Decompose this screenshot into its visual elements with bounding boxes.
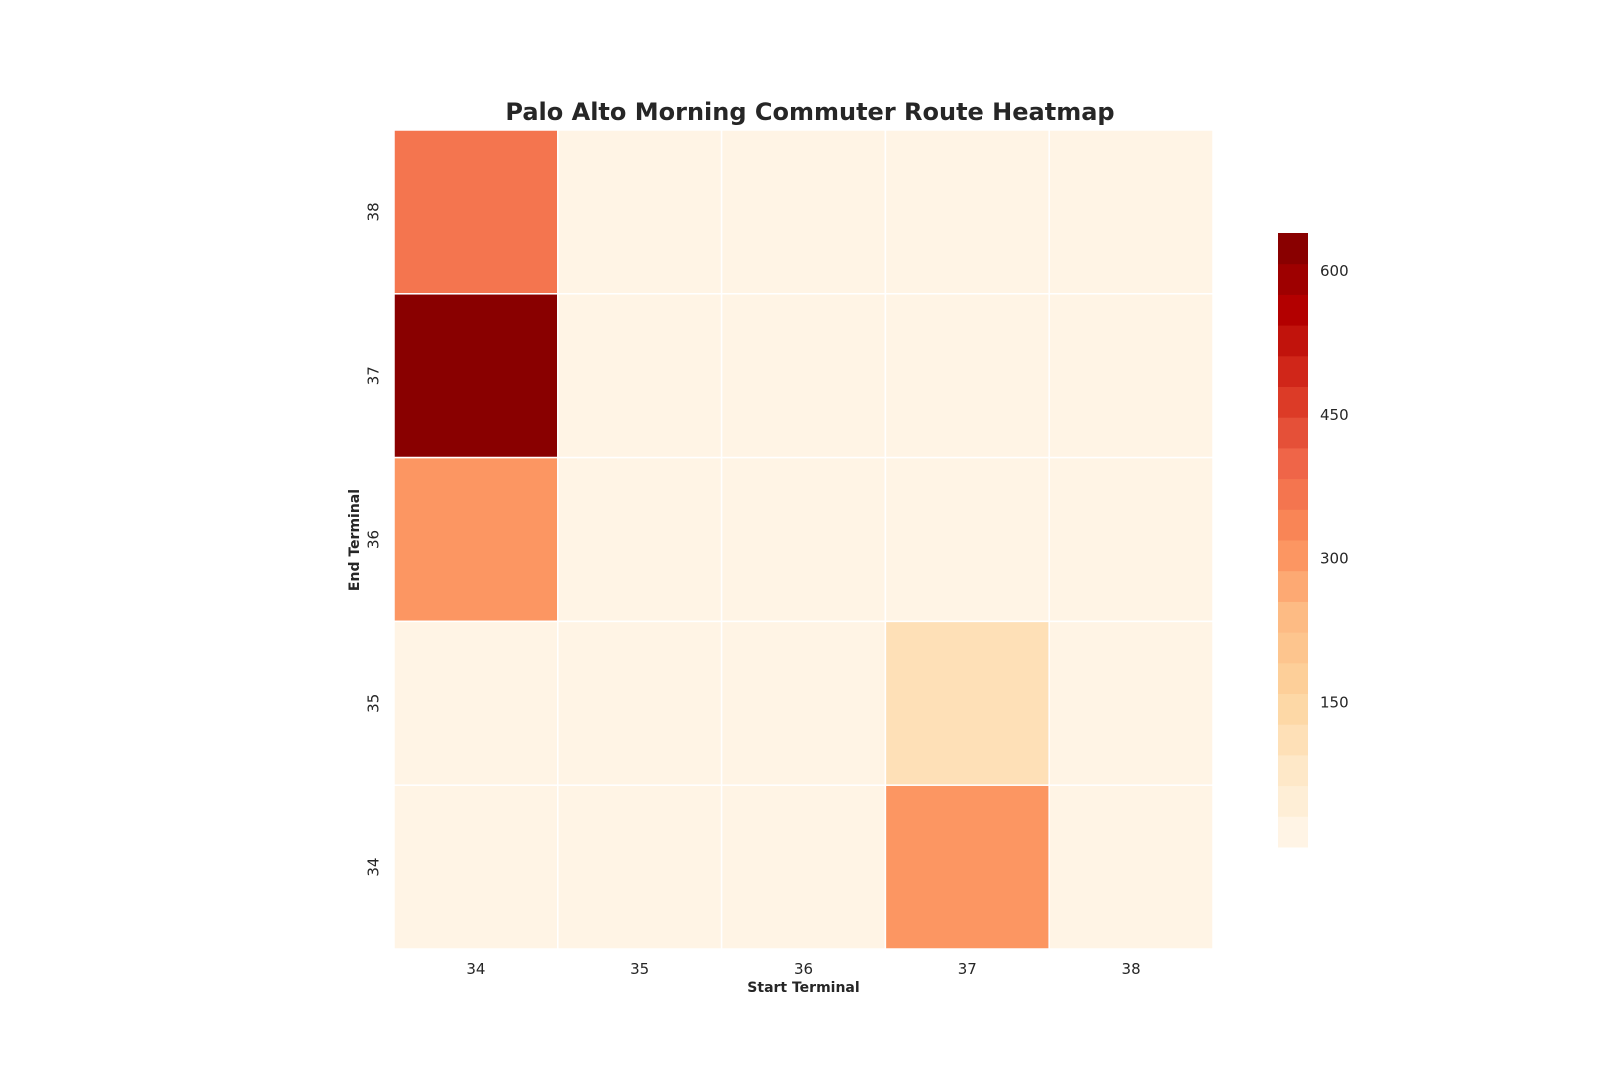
x-tick-label: 36 (794, 960, 813, 978)
colorbar-segment (1278, 478, 1308, 510)
x-tick-label: 38 (1122, 960, 1141, 978)
y-tick-label: 38 (365, 202, 383, 221)
heatmap-cell (393, 620, 559, 786)
x-tick-label: 37 (958, 960, 977, 978)
y-tick-label: 36 (365, 530, 383, 549)
colorbar-segment (1278, 355, 1308, 387)
heatmap-cell (884, 129, 1050, 295)
y-axis-label: End Terminal (347, 488, 363, 592)
colorbar-segment (1278, 233, 1308, 265)
heatmap-cell (720, 784, 887, 950)
colorbar-segment (1278, 816, 1308, 848)
heatmap-cell (393, 293, 559, 459)
colorbar-segment (1278, 724, 1308, 756)
heatmap-cell (557, 784, 723, 950)
colorbar-segment (1278, 754, 1308, 787)
colorbar-segment (1278, 570, 1308, 602)
colorbar-tick-label: 300 (1320, 550, 1349, 568)
colorbar-segment (1278, 294, 1308, 326)
heatmap-cell (720, 129, 887, 295)
heatmap-cell (557, 129, 723, 295)
colorbar-segment (1278, 386, 1308, 418)
heatmap-cell (393, 129, 559, 295)
y-tick-label: 35 (365, 694, 383, 713)
colorbar-tick-label: 450 (1320, 406, 1349, 424)
heatmap-cell (557, 620, 723, 786)
heatmap-cell (557, 293, 723, 459)
heatmap-cell (1048, 293, 1214, 459)
heatmap-cell (393, 456, 559, 623)
heatmap-cell (1048, 129, 1214, 295)
colorbar-tick-label: 150 (1320, 694, 1349, 712)
heatmap-cell (720, 620, 887, 786)
x-axis-label: Start Terminal (747, 980, 860, 996)
colorbar-segment (1278, 447, 1308, 480)
heatmap-cell (1048, 784, 1214, 950)
heatmap-cell (720, 293, 887, 459)
colorbar-segment (1278, 263, 1308, 295)
colorbar-segment (1278, 632, 1308, 664)
heatmap-cell (884, 620, 1050, 786)
heatmap-cell (720, 456, 887, 623)
colorbar-tick-label: 600 (1320, 262, 1349, 280)
colorbar-segment (1278, 509, 1308, 541)
colorbar-segment (1278, 662, 1308, 694)
heatmap-cell (1048, 620, 1214, 786)
colorbar-segment (1278, 325, 1308, 357)
colorbar-segment (1278, 417, 1308, 449)
heatmap-cell (1048, 456, 1214, 623)
heatmap-cell (884, 293, 1050, 459)
heatmap-cell (393, 784, 559, 950)
heatmap-cell (884, 456, 1050, 623)
colorbar-segment (1278, 540, 1308, 572)
y-tick-label: 37 (365, 366, 383, 385)
heatmap-cell (557, 456, 723, 623)
colorbar-segment (1278, 693, 1308, 725)
heatmap-cell (884, 784, 1050, 950)
x-tick-label: 34 (466, 960, 485, 978)
colorbar-segment (1278, 601, 1308, 633)
x-tick-label: 35 (630, 960, 649, 978)
chart-title: Palo Alto Morning Commuter Route Heatmap (505, 98, 1115, 126)
y-tick-label: 34 (365, 858, 383, 877)
colorbar-segment (1278, 785, 1308, 817)
